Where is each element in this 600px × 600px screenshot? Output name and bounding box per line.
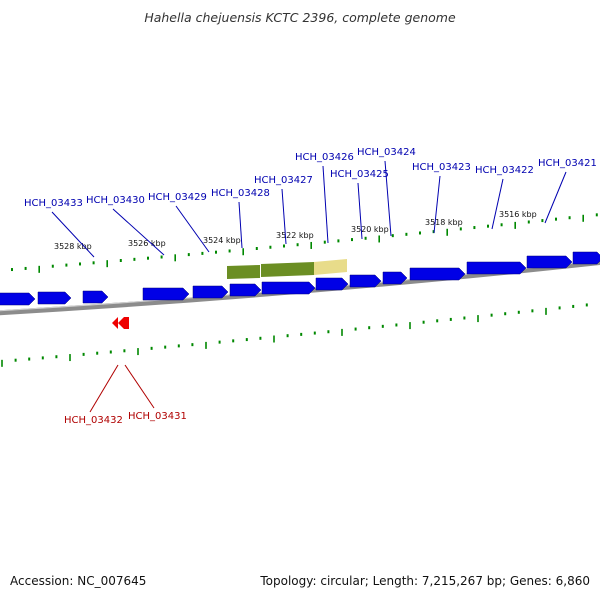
gene-label[interactable]: HCH_03429: [148, 192, 207, 203]
highlight-yellow-block: [314, 259, 347, 275]
gene-label[interactable]: HCH_03423: [412, 162, 471, 173]
gene-leader-line: [357, 182, 363, 240]
genome-summary: Topology: circular; Length: 7,215,267 bp…: [260, 574, 590, 588]
gene-arrows: [0, 251, 600, 329]
gene-label[interactable]: HCH_03425: [330, 169, 389, 180]
gene-leader-line: [384, 160, 392, 237]
gene-label[interactable]: HCH_03430: [86, 195, 145, 206]
gene-arrow[interactable]: [37, 291, 72, 305]
gene-arrow-reverse[interactable]: [118, 317, 129, 329]
gene-leader-line: [281, 188, 287, 245]
gene-arrow[interactable]: [0, 292, 36, 306]
gene-arrow[interactable]: [526, 255, 573, 269]
gene-label[interactable]: HCH_03432: [64, 415, 123, 426]
gene-label[interactable]: HCH_03421: [538, 158, 597, 169]
gene-leader-line: [124, 364, 155, 409]
gene-leader-line: [51, 211, 95, 258]
scale-label: 3518 kbp: [425, 218, 463, 227]
outer-scale-ticks: [11, 213, 598, 273]
gene-arrow[interactable]: [382, 271, 408, 285]
map-title: Hahella chejuensis KCTC 2396, complete g…: [144, 10, 456, 25]
gene-arrow[interactable]: [82, 290, 109, 304]
highlight-region: [227, 259, 347, 279]
gene-label[interactable]: HCH_03427: [254, 175, 313, 186]
highlight-green-block: [261, 262, 314, 277]
scale-label: 3520 kbp: [351, 225, 389, 234]
gene-leader-line: [491, 178, 504, 230]
gene-label[interactable]: HCH_03424: [357, 147, 416, 158]
gene-arrow[interactable]: [142, 287, 190, 301]
gene-labels: HCH_03433 HCH_03430 HCH_03429 HCH_03428 HCH_…: [24, 147, 597, 426]
scale-labels: 3528 kbp 3526 kbp 3524 kbp 3522 kbp 3520 kbp…: [54, 210, 537, 251]
gene-leader-line: [544, 171, 567, 224]
scale-label: 3528 kbp: [54, 242, 92, 251]
gene-arrow[interactable]: [409, 267, 466, 281]
highlight-green-block: [227, 265, 260, 279]
gene-leader-line: [322, 165, 329, 244]
accession-text: Accession: NC_007645: [10, 574, 147, 588]
gene-arrow[interactable]: [229, 283, 262, 297]
gene-label[interactable]: HCH_03433: [24, 198, 83, 209]
gene-leader-line: [112, 208, 165, 256]
gene-arrow[interactable]: [572, 251, 600, 265]
gene-label[interactable]: HCH_03426: [295, 152, 354, 163]
gene-arrow[interactable]: [315, 277, 349, 291]
scale-label: 3522 kbp: [276, 231, 314, 240]
gene-label[interactable]: HCH_03422: [475, 165, 534, 176]
gene-leader-line: [433, 175, 441, 234]
gene-arrow-reverse[interactable]: [112, 317, 118, 329]
gene-label[interactable]: HCH_03431: [128, 411, 187, 422]
gene-arrow[interactable]: [261, 281, 316, 295]
scale-label: 3516 kbp: [499, 210, 537, 219]
gene-arrow[interactable]: [466, 261, 527, 275]
gene-arrow[interactable]: [192, 285, 229, 299]
gene-leader-line: [89, 364, 119, 413]
inner-scale-ticks: [1, 303, 588, 367]
gene-arrow[interactable]: [349, 274, 382, 288]
gene-leader-line: [175, 205, 210, 253]
gene-leader-line: [238, 201, 243, 249]
scale-label: 3524 kbp: [203, 236, 241, 245]
scale-label: 3526 kbp: [128, 239, 166, 248]
gene-label[interactable]: HCH_03428: [211, 188, 270, 199]
